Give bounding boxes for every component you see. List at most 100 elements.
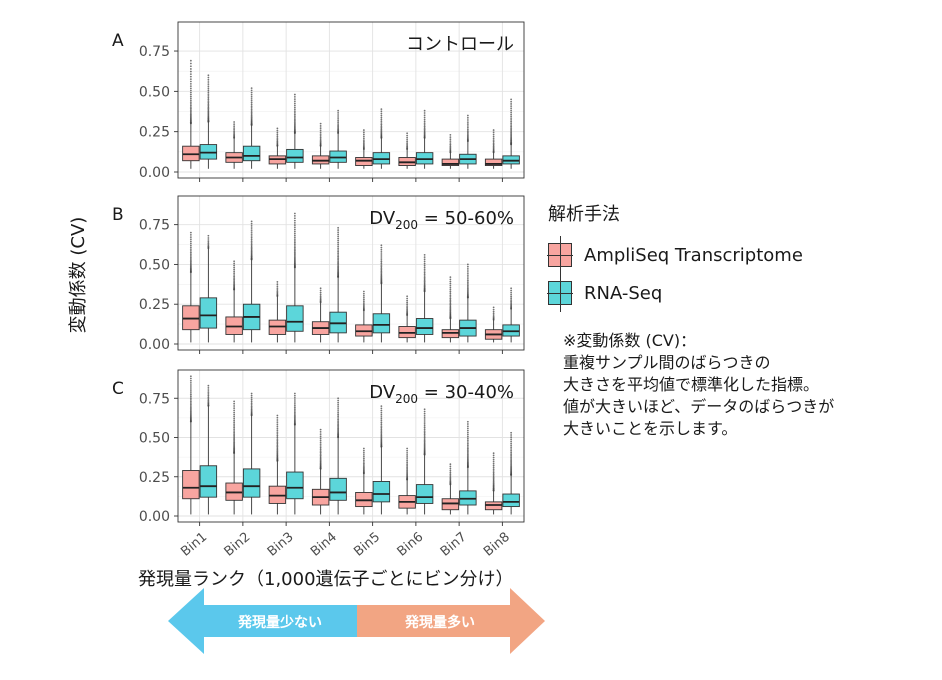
box-rnaseq-bin7 (459, 114, 477, 169)
outlier-point (423, 433, 426, 436)
outlier-point (466, 274, 469, 276)
outlier-point (293, 221, 296, 224)
outlier-point (510, 113, 513, 116)
outlier-point (492, 470, 495, 472)
outlier-point (510, 444, 513, 447)
outlier-point (189, 250, 192, 252)
outlier-point (380, 272, 383, 275)
outlier-point (406, 454, 409, 456)
outlier-point (466, 263, 469, 266)
outlier-point (449, 463, 452, 466)
outlier-point (510, 103, 513, 105)
outlier-point (337, 237, 340, 240)
outlier-point (337, 249, 340, 251)
outlier-point (233, 266, 236, 269)
outlier-point (233, 409, 236, 412)
outlier-point (380, 431, 383, 434)
outlier-point (406, 467, 409, 470)
outlier-point (510, 431, 513, 434)
outlier-point (492, 479, 495, 481)
outlier-point (207, 74, 210, 77)
legend-title: 解析手法 (548, 204, 620, 225)
outlier-point (293, 122, 296, 125)
outlier-point (362, 292, 365, 295)
box-ampliseq-bin1 (182, 231, 200, 343)
outlier-point (337, 114, 340, 116)
outlier-point (510, 124, 513, 126)
outlier-point (406, 309, 409, 312)
outlier-point (449, 294, 452, 297)
outlier-point (406, 305, 409, 308)
outlier-point (189, 87, 192, 90)
outlier-point (362, 290, 365, 293)
outlier-point (337, 405, 340, 408)
outlier-point (423, 264, 426, 267)
outlier-point (423, 271, 426, 274)
outlier-point (466, 420, 469, 423)
box-rnaseq-bin8 (502, 98, 520, 169)
outlier-point (466, 265, 469, 268)
outlier-point (276, 133, 279, 136)
panel-border (177, 21, 525, 179)
outlier-point (380, 257, 383, 259)
outlier-point (406, 143, 409, 146)
outlier-point (276, 129, 279, 132)
outlier-point (250, 398, 253, 401)
outlier-point (510, 457, 513, 460)
outlier-point (189, 104, 192, 107)
box-ampliseq-bin4 (311, 428, 330, 515)
box-iqr (242, 145, 261, 162)
outlier-point (337, 257, 340, 259)
outlier-point (380, 258, 383, 261)
outlier-point (293, 217, 296, 220)
outlier-point (250, 243, 253, 246)
outlier-point (233, 278, 236, 281)
outlier-point (406, 459, 409, 462)
outlier-point (233, 437, 236, 440)
outlier-point (189, 242, 192, 245)
outlier-point (189, 246, 192, 249)
arrow-right-shape (357, 588, 545, 654)
outlier-point (293, 95, 296, 98)
box-rnaseq-bin8 (502, 431, 520, 515)
outlier-point (337, 413, 340, 416)
box-iqr (329, 477, 347, 501)
outlier-point (337, 121, 340, 124)
outlier-point (449, 306, 452, 309)
outlier-point (276, 425, 279, 428)
outlier-point (380, 112, 383, 115)
outlier-point (276, 291, 279, 294)
outlier-point (380, 267, 383, 270)
outlier-point (380, 125, 383, 128)
outlier-point (189, 99, 192, 102)
outlier-point (337, 109, 340, 112)
outlier-point (337, 231, 340, 234)
outlier-point (492, 131, 495, 134)
outlier-point (319, 428, 322, 431)
y-tick-label: 0.00 (139, 509, 170, 525)
outlier-point (293, 404, 296, 407)
outlier-point (423, 256, 426, 259)
outlier-point (449, 476, 452, 479)
outlier-point (233, 407, 236, 410)
outlier-point (466, 125, 469, 127)
outlier-point (337, 263, 340, 266)
panel-letter: A (112, 31, 124, 51)
outlier-point (337, 415, 340, 418)
outlier-point (380, 255, 383, 257)
outlier-point (189, 253, 192, 256)
outlier-point (423, 278, 426, 280)
outlier-point (233, 431, 236, 434)
outlier-point (406, 464, 409, 467)
outlier-point (293, 232, 296, 235)
outlier-point (449, 471, 452, 474)
outlier-point (189, 59, 192, 62)
panel-condition-label: DV200 = 30-40% (369, 382, 514, 406)
outlier-point (337, 112, 340, 114)
outlier-point (319, 287, 322, 290)
outlier-point (276, 138, 279, 141)
outlier-point (276, 135, 279, 138)
outlier-point (337, 403, 340, 406)
outlier-point (293, 414, 296, 417)
outlier-point (233, 434, 236, 437)
